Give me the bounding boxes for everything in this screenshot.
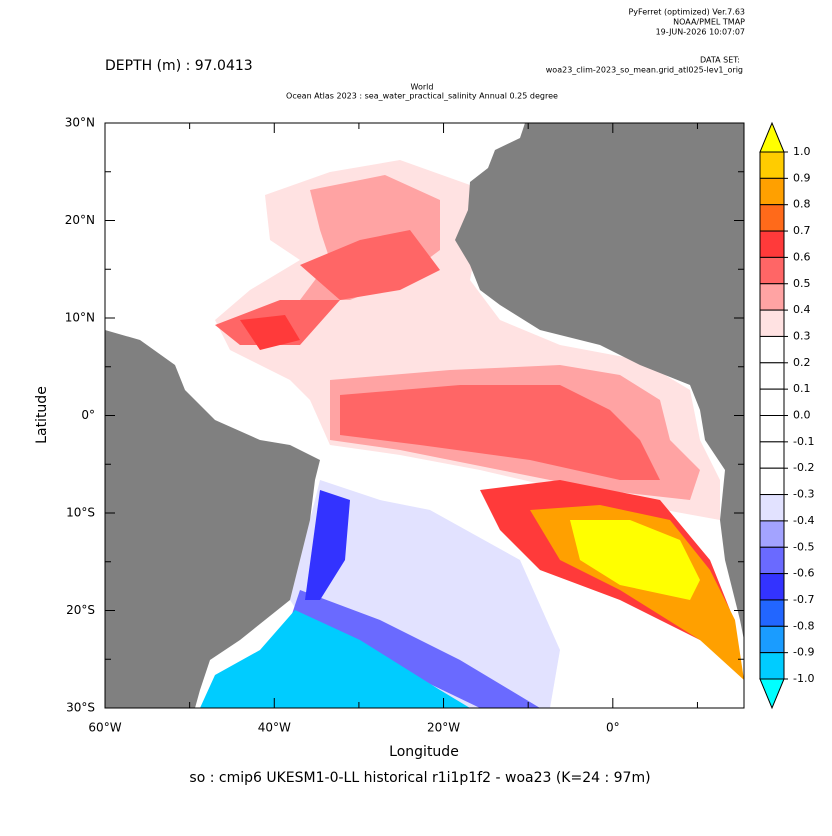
x-tick-label: 60°W [88,721,121,735]
timestamp: 19-JUN-2026 10:07:07 [656,28,745,37]
colorbar-label: 0.2 [793,356,811,369]
colorbar-swatch [759,625,785,654]
organization: NOAA/PMEL TMAP [673,18,745,27]
colorbar-swatch [759,415,785,443]
anomaly-region [570,520,700,600]
field [105,123,744,708]
y-tick-label: 0° [81,408,95,422]
colorbar-label: 0.9 [793,171,811,184]
colorbar-swatch [759,256,785,285]
y-tick-label: 10°S [66,506,95,520]
y-axis-label: Latitude [34,386,50,444]
colorbar-label: 0.1 [793,382,811,395]
colorbar-triangle [759,678,785,710]
colorbar-swatch [759,309,785,337]
colorbar-label: -0.5 [793,540,814,553]
colorbar-label: 0.4 [793,303,811,316]
colorbar-swatch [759,494,785,522]
x-tick-label: 0° [606,721,620,735]
anomaly-region [300,230,440,300]
anomaly-region [290,590,540,708]
land-africa [455,123,744,640]
colorbar-label: 0.8 [793,198,811,211]
anomaly-region [305,490,350,600]
colorbar-swatch [759,599,785,627]
dataset-label: DATA SET: [700,56,740,65]
x-tick-label: 40°W [258,721,291,735]
anomaly-region [200,610,470,708]
colorbar-label: 0.6 [793,250,811,263]
colorbar-label: -1.0 [793,672,814,685]
colorbar-swatch [759,652,785,680]
colorbar-label: -0.8 [793,619,814,632]
colorbar-triangle [759,121,785,153]
y-tick-label: 10°N [65,311,95,325]
colorbar-swatch [759,441,785,469]
y-tick-label: 30°N [65,116,95,130]
title-line: World [411,83,434,92]
colorbar-label: 0.5 [793,277,811,290]
colorbar-swatch [759,388,785,416]
y-tick-label: 30°S [66,701,95,715]
software: PyFerret (optimized) Ver.7.63 [628,8,745,17]
colorbar-label: -0.9 [793,646,814,659]
colorbar-label: -0.7 [793,593,814,606]
colorbar-swatch [759,283,785,311]
colorbar-swatch [759,177,785,206]
axes: 60°W 40°W 20°W 0° 30°N 20°N 10°N 0° 10°S 20°S 30°S [65,116,744,735]
colorbar-label: -0.6 [793,567,814,580]
colorbar-swatch [759,230,785,258]
y-tick-label: 20°N [65,213,95,227]
colorbar-label: -0.1 [793,435,814,448]
colorbar-swatch [759,151,785,179]
colorbar-swatch [759,335,785,364]
colorbar-label: 0.3 [793,329,811,342]
colorbar-label: 1.0 [793,145,811,158]
anomaly-region [240,315,300,350]
anomaly-region [340,385,660,480]
colorbar-label: -0.4 [793,514,814,527]
y-tick-label: 20°S [66,603,95,617]
colorbar: 1.0 0.9 0.8 0.7 0.6 0.5 0.4 0.3 0.2 0.1 0.0 -0.1 -0.… [759,121,814,710]
x-axis-label: Longitude [389,744,459,760]
title-line: Ocean Atlas 2023 : sea_water_practical_s… [286,92,558,101]
colorbar-swatch [759,546,785,575]
x-tick-label: 20°W [427,721,460,735]
colorbar-swatch [759,520,785,548]
colorbar-label: 0.0 [793,409,811,422]
depth: DEPTH (m) : 97.0413 [105,58,253,74]
colorbar-swatch [759,362,785,390]
colorbar-label: 0.7 [793,224,811,237]
colorbar-swatch [759,204,785,232]
dataset: woa23_clim-2023_so_mean.grid_atl025-lev1… [546,66,743,75]
land-south-america [105,330,320,708]
caption: so : cmip6 UKESM1-0-LL historical r1i1p1… [189,770,650,786]
colorbar-label: -0.3 [793,488,814,501]
colorbar-swatch [759,467,785,496]
colorbar-swatch [759,573,785,601]
colorbar-label: -0.2 [793,461,814,474]
